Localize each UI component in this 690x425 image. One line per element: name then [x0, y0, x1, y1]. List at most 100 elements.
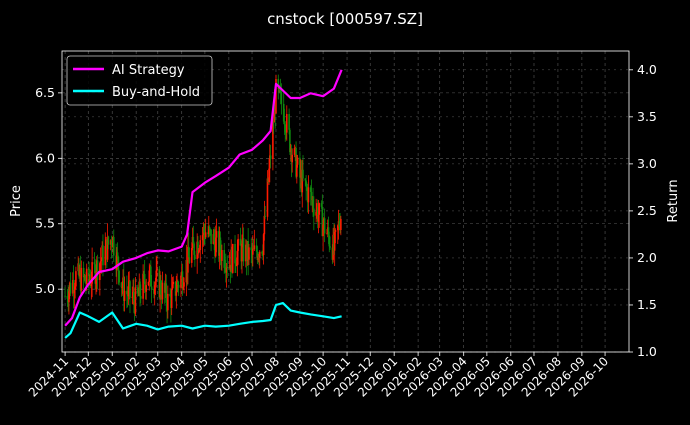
candle-body — [99, 261, 102, 264]
candle-body — [295, 147, 297, 177]
candle-body — [192, 236, 195, 244]
candle-body — [266, 178, 269, 217]
candle-body — [208, 226, 211, 230]
chart-title: cnstock [000597.SZ] — [267, 10, 423, 28]
candle-body — [201, 235, 204, 241]
candle-body — [340, 218, 342, 230]
candle-body — [88, 268, 90, 282]
candle-body — [223, 250, 226, 268]
candle-body — [235, 265, 238, 267]
candle-body — [283, 121, 286, 125]
candle-body — [116, 252, 118, 270]
y2-axis-label: Return — [666, 179, 681, 222]
candle-body — [235, 263, 237, 266]
candle-body — [133, 291, 135, 302]
candle-body — [172, 281, 175, 285]
candle-body — [250, 247, 253, 251]
candle-body — [221, 250, 223, 261]
candle-body — [147, 281, 150, 286]
candle-body — [181, 271, 184, 289]
candle-body — [312, 198, 314, 209]
candle-body — [187, 246, 190, 258]
candle-body — [180, 275, 182, 288]
candle-body — [93, 262, 96, 265]
return-lines — [64, 69, 343, 339]
candle-body — [122, 277, 125, 301]
candle-body — [154, 281, 157, 286]
candle-body — [219, 237, 222, 253]
candle-body — [328, 235, 331, 247]
candle-body — [78, 263, 80, 277]
legend: AI Strategy Buy-and-Hold — [66, 55, 213, 106]
candle-body — [326, 233, 328, 235]
legend-label-ai: AI Strategy — [112, 63, 185, 78]
legend-label-bh: Buy-and-Hold — [112, 85, 200, 100]
candle-body — [262, 234, 265, 256]
y-tick-label: 6.5 — [35, 85, 55, 100]
candle-body — [126, 290, 128, 295]
candle-body — [215, 231, 218, 238]
candle-body — [123, 290, 126, 301]
candle-body — [136, 287, 139, 294]
candle-body — [170, 288, 173, 308]
candle-body — [68, 291, 70, 303]
candle-body — [338, 221, 341, 227]
candle-body — [310, 192, 313, 200]
candle-body — [82, 267, 85, 278]
candle-body — [148, 270, 151, 282]
candle-body — [268, 155, 271, 169]
y2-tick-label: 4.0 — [637, 62, 657, 77]
candle-body — [242, 238, 245, 262]
candle-body — [89, 281, 92, 287]
candle-body — [131, 296, 134, 298]
y-axis-left: 5.0 5.5 6.0 6.5 — [35, 85, 62, 296]
candle-body — [160, 280, 162, 295]
candle-body — [275, 78, 277, 114]
candle-body — [236, 250, 239, 266]
candle-body — [156, 269, 158, 271]
ai-strategy-line — [64, 69, 343, 327]
candle-body — [150, 286, 153, 290]
candle-body — [334, 230, 337, 232]
candle-body — [110, 240, 113, 247]
candle-body — [210, 229, 212, 244]
candle-body — [142, 273, 144, 299]
candle-body — [69, 282, 72, 294]
y-tick-label: 5.0 — [35, 281, 55, 296]
candle-body — [280, 91, 283, 104]
candle-body — [120, 282, 123, 288]
candle-body — [165, 283, 168, 303]
y-tick-label: 6.0 — [35, 150, 55, 165]
candle-body — [261, 251, 263, 254]
candle-body — [333, 231, 336, 251]
candle-body — [264, 215, 266, 217]
candle-body — [107, 236, 110, 245]
y2-tick-label: 1.5 — [637, 297, 657, 312]
candle-body — [155, 270, 158, 282]
candle-body — [150, 266, 152, 287]
candle-body — [203, 227, 205, 233]
candle-body — [112, 237, 115, 256]
candle-body — [237, 238, 239, 251]
candle-body — [127, 286, 130, 297]
candle-body — [64, 295, 66, 297]
candle-body — [198, 250, 201, 251]
candle-body — [95, 276, 97, 284]
candle-body — [182, 286, 185, 289]
candle-body — [320, 203, 323, 207]
candle-body — [226, 266, 229, 269]
candle-body — [121, 287, 124, 288]
candle-body — [176, 282, 178, 292]
candle-body — [318, 203, 321, 215]
candle-body — [263, 215, 266, 235]
candle-body — [194, 254, 196, 260]
candle-body — [272, 121, 274, 160]
candle-body — [322, 224, 324, 237]
candle-body — [72, 279, 75, 294]
candle-body — [336, 225, 339, 231]
candle-body — [248, 247, 250, 260]
candle-body — [116, 252, 119, 257]
y2-tick-label: 3.0 — [637, 156, 657, 171]
candle-body — [231, 243, 234, 274]
candle-body — [321, 206, 324, 237]
